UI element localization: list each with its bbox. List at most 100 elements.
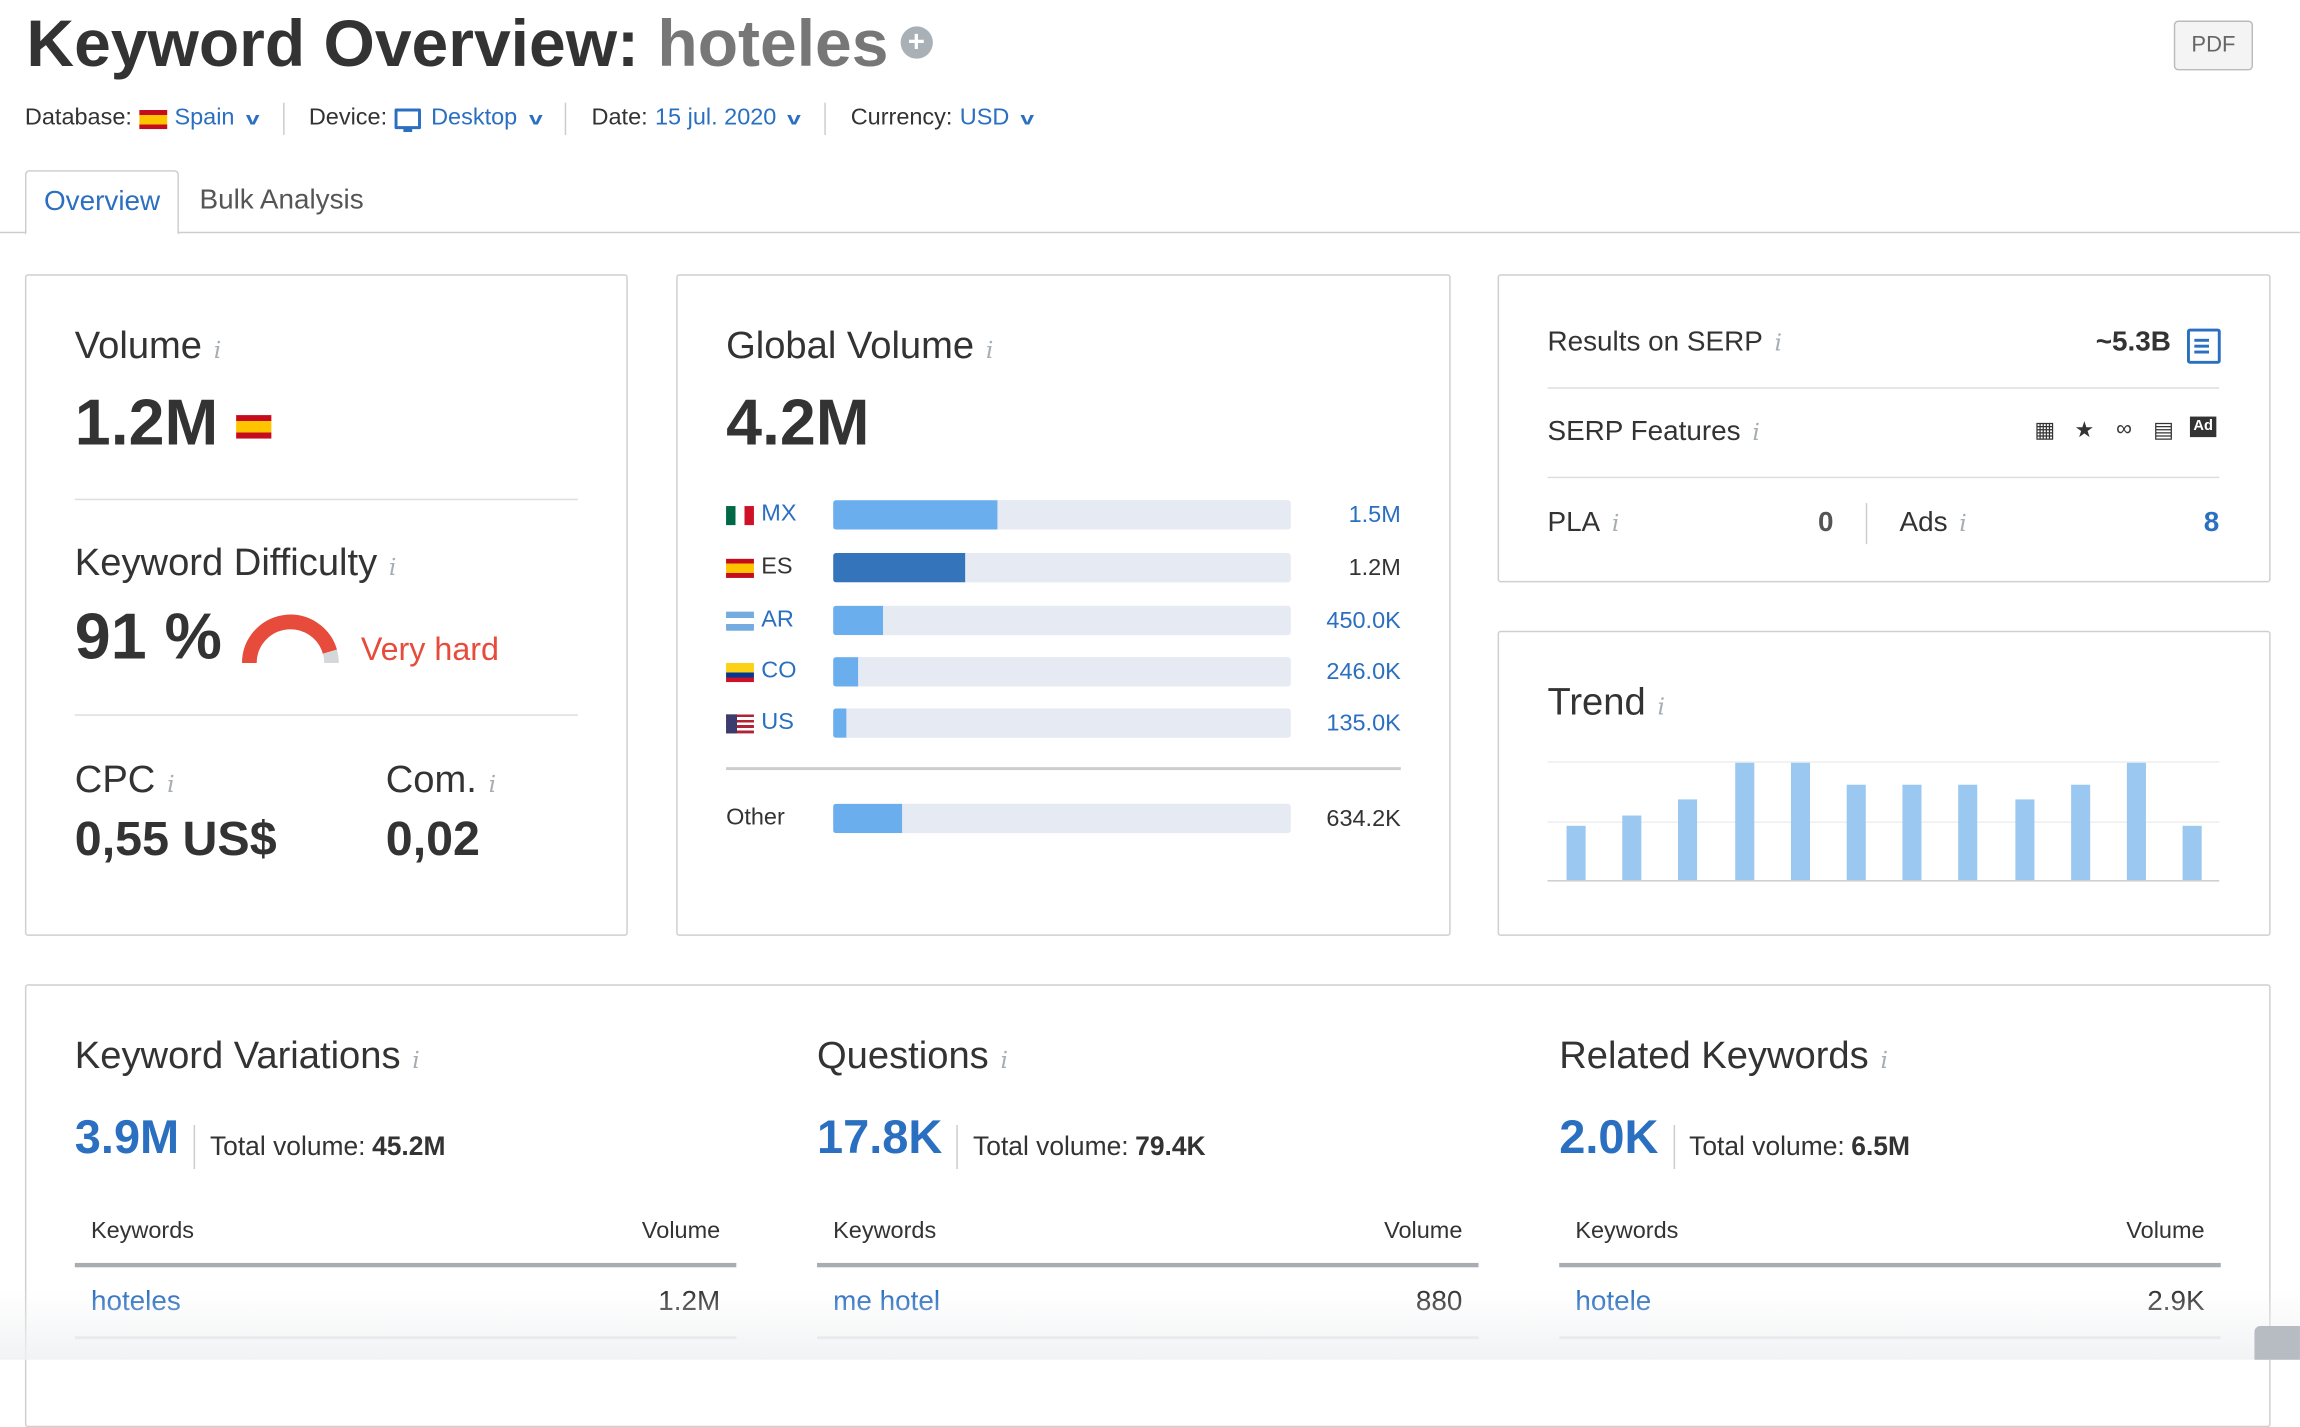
divider — [193, 1124, 196, 1169]
info-icon[interactable]: i — [1880, 1045, 1888, 1074]
hotel-icon[interactable]: ▦ — [2034, 418, 2056, 443]
volume-title: Volume i — [75, 323, 221, 368]
currency-value[interactable]: USD — [959, 105, 1010, 131]
table-header-line — [817, 1262, 1479, 1268]
tab-bulk-analysis[interactable]: Bulk Analysis — [199, 184, 364, 216]
divider — [726, 767, 1401, 771]
info-icon[interactable]: i — [1000, 1045, 1008, 1074]
ads-label: Ads i — [1900, 508, 1967, 540]
info-icon[interactable]: i — [388, 552, 397, 581]
country-code[interactable]: CO — [761, 658, 797, 684]
es-flag-icon — [726, 558, 754, 578]
other-label: Other — [726, 805, 785, 831]
info-icon[interactable]: i — [985, 335, 994, 364]
country-volume[interactable]: 450.0K — [1326, 608, 1401, 634]
trend-bar[interactable] — [1846, 785, 1866, 881]
ad-icon[interactable]: Ad — [2189, 416, 2217, 438]
country-row-co: CO 246.0K — [726, 656, 1401, 688]
results-on-serp-label: Results on SERP i — [1547, 327, 1782, 359]
date-value[interactable]: 15 jul. 2020 — [654, 105, 777, 131]
info-icon[interactable]: i — [1657, 692, 1665, 721]
trend-bar[interactable] — [2014, 799, 2034, 881]
info-icon[interactable]: i — [488, 770, 497, 798]
star-icon[interactable]: ★ — [2074, 418, 2095, 443]
cpc-title-text: CPC — [74, 756, 156, 801]
country-volume[interactable]: 1.5M — [1348, 503, 1401, 529]
column-header-volume[interactable]: Volume — [2126, 1218, 2205, 1244]
section-count[interactable]: 3.9M — [74, 1110, 180, 1164]
country-code[interactable]: US — [761, 709, 794, 735]
country-volume[interactable]: 135.0K — [1326, 711, 1401, 737]
bar-fill — [833, 803, 902, 834]
chevron-down-icon[interactable]: v — [1020, 108, 1035, 130]
info-icon[interactable]: i — [412, 1045, 420, 1074]
page-title: Keyword Overview: hoteles + — [26, 5, 933, 82]
trend-bar[interactable] — [2126, 762, 2146, 881]
info-icon[interactable]: i — [167, 770, 175, 798]
info-icon[interactable]: i — [1611, 508, 1620, 537]
info-icon[interactable]: i — [1752, 418, 1760, 446]
currency-filter[interactable]: Currency: USD v — [851, 103, 1058, 135]
info-icon[interactable]: i — [1774, 328, 1783, 357]
plus-circle-icon[interactable]: + — [900, 26, 933, 59]
cpc-value: 0,55 US$ — [74, 811, 277, 866]
volume-card — [24, 274, 628, 936]
country-volume: 1.2M — [1348, 555, 1401, 581]
trend-bar[interactable] — [1790, 762, 1810, 881]
info-icon[interactable]: i — [213, 335, 222, 364]
section-summary: 3.9M Total volume: 45.2M — [74, 1110, 446, 1169]
column-header-keywords[interactable]: Keywords — [833, 1218, 937, 1244]
column-header-keywords[interactable]: Keywords — [1575, 1218, 1679, 1244]
country-row-es: ES 1.2M — [726, 552, 1401, 584]
column-header-volume[interactable]: Volume — [1384, 1218, 1463, 1244]
serp-snapshot-icon[interactable] — [2186, 328, 2221, 364]
trend-bar[interactable] — [1958, 785, 1978, 881]
global-volume-value: 4.2M — [726, 387, 870, 460]
global-volume-title: Global Volume i — [726, 323, 993, 368]
other-value: 634.2K — [1326, 806, 1401, 832]
country-volume[interactable]: 246.0K — [1326, 660, 1401, 685]
ads-value[interactable]: 8 — [2203, 507, 2220, 539]
gridline — [1547, 761, 2220, 763]
title-prefix: Keyword Overview: — [26, 5, 640, 81]
difficulty-title: Keyword Difficulty i — [75, 540, 397, 585]
difficulty-gauge — [242, 614, 339, 664]
section-count[interactable]: 17.8K — [817, 1110, 943, 1164]
trend-bar[interactable] — [1902, 785, 1922, 881]
serp-card — [1497, 274, 2271, 583]
country-code[interactable]: AR — [761, 607, 794, 633]
trend-bar[interactable] — [1734, 762, 1754, 881]
trend-bar[interactable] — [1622, 815, 1642, 881]
pdf-button[interactable]: PDF — [2173, 20, 2254, 71]
device-filter[interactable]: Device: Desktop v — [309, 102, 567, 135]
column-header-keywords[interactable]: Keywords — [90, 1218, 194, 1244]
section-title-text: Questions — [817, 1032, 989, 1077]
serp-features-label: SERP Features i — [1547, 417, 1759, 449]
column-header-volume[interactable]: Volume — [641, 1218, 721, 1244]
link-icon[interactable]: ∞ — [2116, 416, 2132, 442]
device-value[interactable]: Desktop — [431, 105, 518, 131]
section-count[interactable]: 2.0K — [1559, 1110, 1659, 1164]
date-filter[interactable]: Date: 15 jul. 2020 v — [592, 102, 826, 135]
feedback-widget-icon[interactable] — [2254, 1325, 2300, 1360]
trend-bar[interactable] — [1678, 799, 1698, 881]
features-label-text: SERP Features — [1547, 416, 1741, 448]
trend-bar[interactable] — [1566, 826, 1586, 881]
volume-value: 1.2M — [75, 387, 272, 460]
divider — [1865, 503, 1868, 545]
trend-bar[interactable] — [2070, 785, 2090, 881]
news-icon[interactable]: ▤ — [2153, 418, 2174, 443]
database-label: Database: — [24, 105, 132, 131]
section-title: Questions i — [817, 1033, 1008, 1078]
info-icon[interactable]: i — [1959, 508, 1967, 537]
chevron-down-icon[interactable]: v — [528, 108, 543, 130]
chevron-down-icon[interactable]: v — [245, 108, 260, 130]
bar-fill — [833, 500, 998, 530]
tab-overview[interactable]: Overview — [24, 170, 180, 235]
database-filter[interactable]: Database: Spain v — [24, 102, 284, 135]
tabs-divider — [0, 231, 2300, 234]
chevron-down-icon[interactable]: v — [787, 108, 802, 130]
trend-bar[interactable] — [2182, 826, 2202, 881]
country-code[interactable]: MX — [761, 501, 797, 527]
database-value[interactable]: Spain — [174, 105, 235, 131]
